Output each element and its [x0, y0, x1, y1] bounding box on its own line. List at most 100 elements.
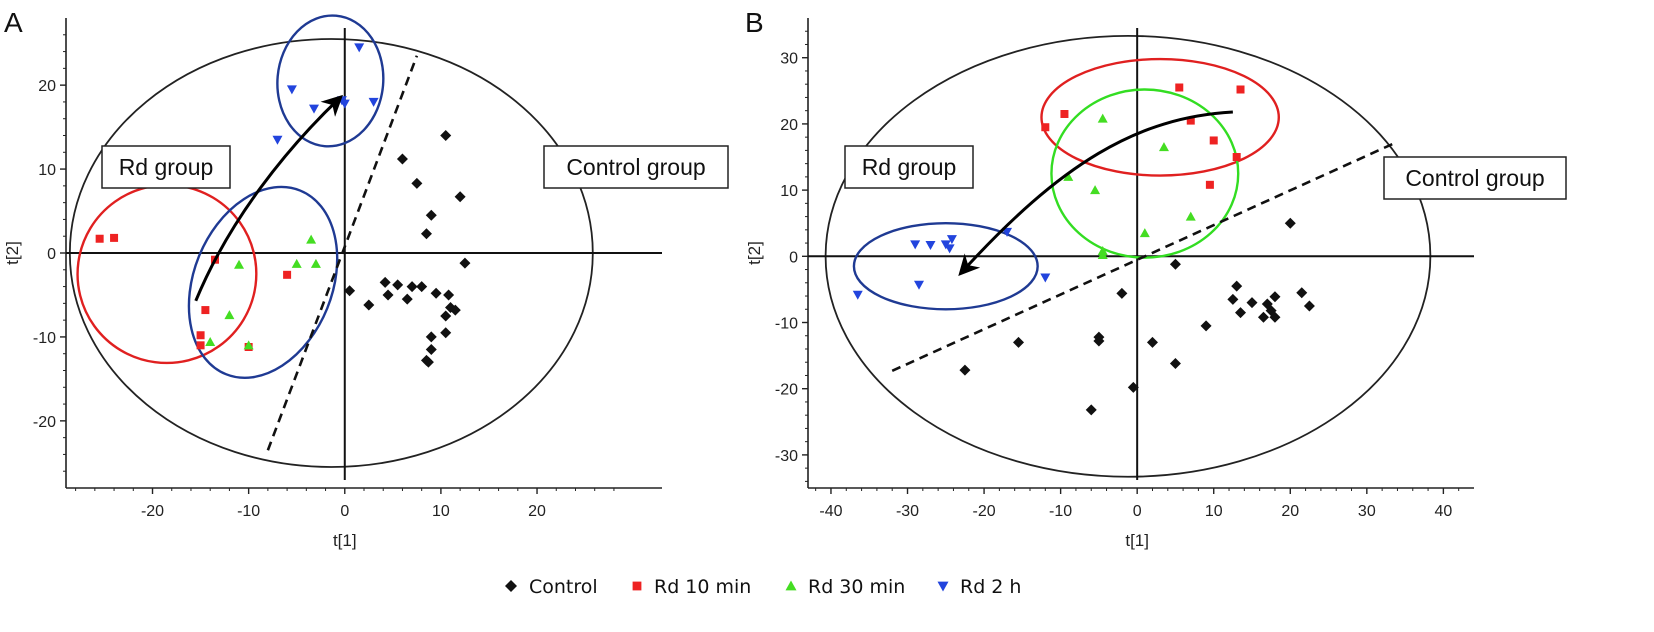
panel-b-point-rd2h: [910, 240, 921, 250]
legend-item-rd10: Rd 10 min: [632, 576, 751, 598]
panel-a-group-ellipse-2: [187, 185, 339, 379]
panel-a-point-rd2h: [354, 43, 365, 53]
panel-b-control-group-label: Control group: [1383, 156, 1567, 200]
panel-b-x-tick-label: 30: [1358, 503, 1376, 520]
panel-a-point-control: [440, 327, 452, 339]
panel-a-plot-area: [66, 14, 662, 480]
panel-a-point-control: [416, 281, 428, 293]
legend-marker-rd10: [632, 581, 642, 591]
panel-a-point-rd10: [196, 331, 205, 340]
panel-a-point-control: [449, 304, 461, 316]
panel-b-point-rd30: [1063, 171, 1074, 181]
panel-a-point-control: [406, 281, 418, 293]
panel-a-control-group-text: Control group: [566, 154, 705, 180]
panel-b-point-control: [959, 364, 971, 376]
panel-b-point-control: [1246, 297, 1258, 309]
panel-a-y-tick-label: 10: [38, 162, 56, 179]
panel-b-point-rd30: [1158, 142, 1169, 152]
panel-a-x-tick-label: 20: [528, 503, 546, 520]
panel-a-point-rd30: [310, 258, 321, 268]
panel-b-y-tick-label: -20: [775, 382, 798, 399]
panel-b-y-tick-label: 20: [780, 117, 798, 134]
panel-b-x-tick-label: -20: [973, 503, 996, 520]
legend-label-rd30: Rd 30 min: [808, 576, 905, 598]
panel-b-y-axis-title: t[2]: [745, 241, 764, 265]
panel-a-point-control: [396, 153, 408, 165]
panel-b-separator-line: [891, 140, 1398, 373]
panel-b-x-tick-label: -30: [896, 503, 919, 520]
panel-b-rd-group-box: [844, 145, 974, 189]
panel-b-x-tick-label: -10: [1049, 503, 1072, 520]
panel-a-point-control: [440, 130, 452, 141]
panel-a-point-rd30: [234, 259, 245, 269]
panel-a-point-control: [392, 279, 404, 291]
panel-a-y-tick-label: -20: [33, 414, 56, 431]
panel-a-rd-group-box: [101, 145, 231, 189]
panel-b-point-rd10: [1205, 180, 1214, 189]
panel-b-letter: B: [745, 7, 764, 38]
legend-item-control: Control: [505, 576, 598, 598]
panel-b-point-rd2h: [1002, 227, 1013, 237]
panel-b-y-tick-label: 10: [780, 183, 798, 200]
panel-b-x-tick-label: 20: [1281, 503, 1299, 520]
panel-b-score-plot: B -40 -30 -20 -10 0 10 20 30 40-30-20-100102030 …: [745, 7, 1567, 550]
panel-b-point-control: [1284, 217, 1296, 229]
panel-a-point-control: [344, 285, 356, 297]
panel-b-point-rd30: [1097, 113, 1108, 123]
panel-a-rd-group-text: Rd group: [119, 154, 214, 180]
panel-a-control-group-box: [543, 145, 729, 189]
panel-b-point-control: [1169, 258, 1181, 270]
panel-a-x-tick-label: 0: [340, 503, 349, 520]
panel-b-point-control: [1269, 291, 1281, 303]
panel-a-point-rd30: [224, 310, 235, 320]
panel-b-control-group-box: [1383, 156, 1567, 200]
panel-a-point-rd30: [306, 234, 317, 244]
panel-a-point-control: [459, 257, 471, 269]
panel-a-point-control: [379, 276, 391, 288]
panel-a-separator-line: [266, 55, 419, 451]
panel-b-group-ellipse-3: [852, 222, 1039, 311]
panel-a-y-axis-title: t[2]: [3, 241, 22, 265]
panel-a-y-tick-label: 20: [38, 78, 56, 95]
panel-b-point-rd10: [1236, 85, 1245, 94]
panel-a-point-rd10: [110, 233, 119, 242]
panel-a-point-rd30: [243, 340, 254, 350]
panel-b-point-rd2h: [1040, 273, 1051, 283]
legend-item-rd30: Rd 30 min: [785, 576, 905, 598]
panel-a-rd-group-label: Rd group: [101, 145, 231, 189]
panel-b-point-control: [1093, 335, 1105, 347]
panel-b-point-rd10: [1060, 109, 1069, 118]
panel-b-point-control: [1169, 358, 1181, 370]
panel-b-point-rd30: [1097, 249, 1108, 259]
panel-a-point-rd2h: [272, 135, 283, 145]
panel-b-point-control: [1127, 381, 1139, 393]
panel-a-point-control: [425, 344, 437, 356]
panel-b-point-control: [1227, 293, 1239, 305]
panel-b-plot-area: [808, 28, 1474, 480]
panel-a-point-control: [401, 293, 413, 305]
panel-a-letter: A: [4, 7, 23, 38]
panel-b-x-tick-label: 40: [1434, 503, 1452, 520]
panel-b-rd-group-label: Rd group: [844, 145, 974, 189]
panel-b-y-tick-label: 30: [780, 51, 798, 68]
panel-a-point-rd10: [196, 341, 205, 350]
panel-b-point-control: [1269, 311, 1281, 323]
panel-b-group-ellipse-1: [1040, 57, 1280, 177]
legend-marker-rd2h: [937, 581, 949, 592]
legend-item-rd2h: Rd 2 h: [937, 576, 1021, 598]
panel-b-point-rd30: [1090, 185, 1101, 195]
panel-b-control-group-text: Control group: [1405, 165, 1544, 191]
panel-b-point-control: [1116, 287, 1128, 299]
panel-a-point-control: [363, 299, 375, 311]
panel-b-point-rd10: [1232, 153, 1241, 162]
panel-b-x-axis-title: t[1]: [1125, 531, 1149, 550]
panel-a-point-control: [430, 287, 442, 299]
panel-a-point-control: [454, 191, 466, 203]
panel-b-point-control: [1303, 300, 1315, 312]
panel-a-point-rd30: [291, 258, 302, 268]
panel-b-point-control: [1235, 307, 1247, 319]
panel-a-point-rd30: [205, 336, 216, 346]
legend-marker-rd30: [785, 580, 797, 591]
panel-a-point-rd10: [95, 234, 104, 243]
